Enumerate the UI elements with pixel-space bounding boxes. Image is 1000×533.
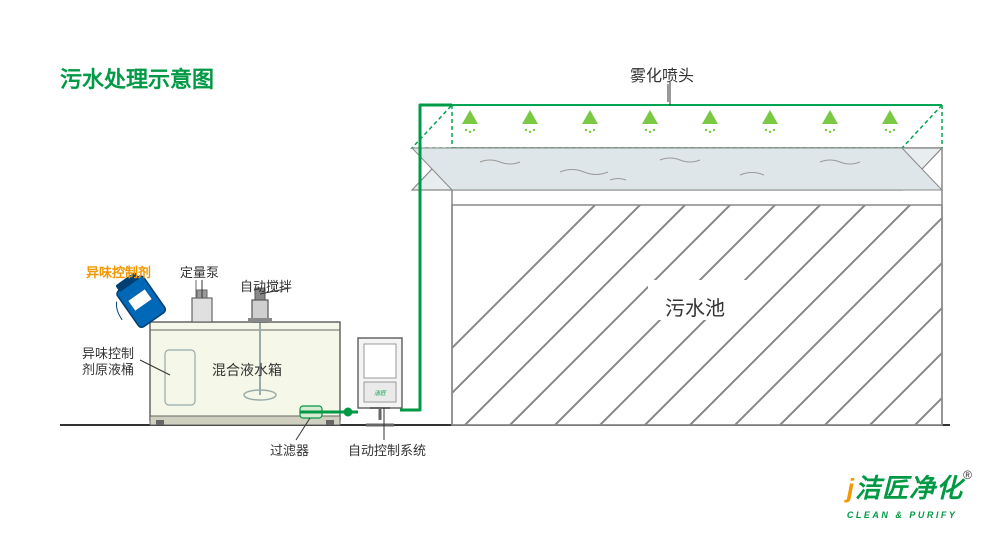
- auto-control-box: 洁匠: [358, 338, 402, 425]
- label-barrel: 异味控制剂原液桶: [82, 346, 134, 377]
- label-sprayhead: 雾化喷头: [630, 62, 694, 86]
- label-mixing-tank: 混合液水箱: [212, 360, 282, 380]
- brand-logo: j洁匠净化® CLEAN & PURIFY: [847, 468, 972, 523]
- label-dosing-pump: 定量泵: [180, 262, 219, 281]
- label-filter: 过滤器: [270, 440, 309, 459]
- sewage-pool: [375, 105, 1000, 425]
- label-auto-mixer: 自动搅拌: [240, 276, 292, 295]
- label-sewage-pool: 污水池: [665, 292, 725, 321]
- diagram-title: 污水处理示意图: [60, 62, 214, 94]
- label-autoctrl: 自动控制系统: [348, 440, 426, 459]
- spray-nozzles: [462, 110, 898, 133]
- svg-text:洁匠: 洁匠: [374, 389, 387, 397]
- label-odor-agent: 异味控制剂: [86, 262, 151, 281]
